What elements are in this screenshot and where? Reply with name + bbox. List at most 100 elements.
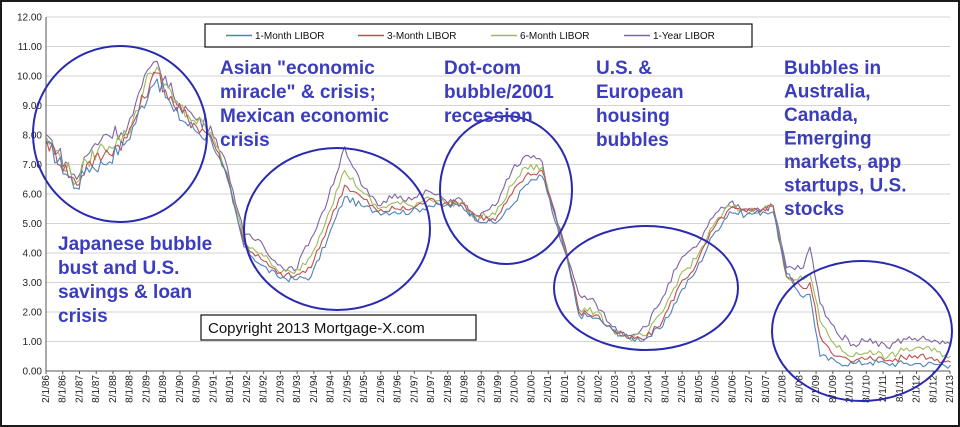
x-tick-label: 2/1/95 bbox=[342, 375, 353, 403]
annotation-line: bust and U.S. bbox=[58, 258, 179, 279]
legend-label-1-month: 1-Month LIBOR bbox=[255, 31, 324, 42]
y-tick-label: 0.00 bbox=[23, 367, 43, 378]
annotation-line: Japanese bubble bbox=[58, 234, 212, 255]
x-tick-label: 8/1/96 bbox=[393, 375, 404, 403]
x-tick-label: 8/1/98 bbox=[460, 375, 471, 403]
x-tick-label: 2/1/94 bbox=[309, 375, 320, 403]
x-tick-label: 8/1/11 bbox=[895, 375, 906, 402]
y-tick-label: 10.00 bbox=[17, 72, 42, 83]
x-tick-label: 8/1/03 bbox=[627, 375, 638, 403]
legend-label-1-year: 1-Year LIBOR bbox=[653, 31, 715, 42]
x-tick-label: 8/1/92 bbox=[259, 375, 270, 403]
x-tick-label: 8/1/97 bbox=[426, 375, 437, 403]
axis-layer: 0.001.002.003.004.005.006.007.008.009.00… bbox=[17, 13, 956, 403]
annotation-line: U.S. & bbox=[596, 58, 652, 79]
x-tick-label: 2/1/04 bbox=[644, 375, 655, 403]
x-tick-label: 8/1/07 bbox=[761, 375, 772, 403]
x-tick-label: 2/1/92 bbox=[242, 375, 253, 403]
y-tick-label: 12.00 bbox=[17, 13, 42, 24]
series-line-3 bbox=[46, 60, 951, 350]
x-tick-label: 2/1/98 bbox=[443, 375, 454, 403]
y-tick-label: 3.00 bbox=[23, 278, 43, 289]
annotation-line: Emerging bbox=[784, 129, 872, 150]
x-tick-label: 2/1/05 bbox=[677, 375, 688, 403]
legend: 1-Month LIBOR 3-Month LIBOR 6-Month LIBO… bbox=[204, 23, 753, 48]
annotation-line: Bubbles in bbox=[784, 58, 881, 79]
x-tick-label: 8/1/94 bbox=[326, 375, 337, 403]
x-tick-label: 2/1/11 bbox=[878, 375, 889, 402]
x-tick-label: 8/1/06 bbox=[727, 375, 738, 403]
copyright-box: Copyright 2013 Mortgage-X.com bbox=[200, 314, 477, 341]
x-tick-label: 2/1/96 bbox=[376, 375, 387, 403]
annotation-line: markets, app bbox=[784, 152, 901, 173]
x-tick-label: 2/1/08 bbox=[778, 375, 789, 403]
x-tick-label: 2/1/89 bbox=[141, 375, 152, 403]
x-tick-label: 8/1/90 bbox=[192, 375, 203, 403]
annotation-circle-housing bbox=[553, 225, 739, 351]
x-tick-label: 8/1/02 bbox=[593, 375, 604, 403]
annotation-line: bubble/2001 bbox=[444, 82, 554, 103]
copyright-frame bbox=[200, 314, 477, 341]
x-tick-label: 8/1/87 bbox=[91, 375, 102, 403]
annotation-circle-japan bbox=[32, 45, 208, 223]
annotation-japan: Japanese bubble bust and U.S. savings & lo… bbox=[58, 234, 212, 327]
series-line-1 bbox=[46, 71, 951, 364]
x-tick-label: 2/1/87 bbox=[74, 375, 85, 403]
x-tick-label: 2/1/91 bbox=[208, 375, 219, 403]
x-tick-label: 2/1/12 bbox=[912, 375, 923, 403]
x-tick-label: 8/1/88 bbox=[125, 375, 136, 403]
annotation-line: Asian "economic bbox=[220, 58, 375, 79]
y-tick-label: 4.00 bbox=[23, 249, 43, 260]
annotation-line: Mexican economic bbox=[220, 106, 389, 127]
x-tick-label: 2/1/99 bbox=[476, 375, 487, 403]
x-tick-label: 2/1/02 bbox=[577, 375, 588, 403]
x-tick-label: 2/1/01 bbox=[543, 375, 554, 403]
annotation-line: Dot-com bbox=[444, 58, 521, 79]
annotation-asian: Asian "economic miracle" & crisis; Mexican… bbox=[220, 58, 389, 151]
x-tick-label: 2/1/86 bbox=[41, 375, 52, 403]
annotation-line: crisis bbox=[58, 306, 108, 327]
annotation-line: Australia, bbox=[784, 82, 871, 103]
annotation-line: savings & loan bbox=[58, 282, 192, 303]
x-tick-label: 2/1/13 bbox=[945, 375, 956, 403]
series-layer bbox=[46, 60, 952, 369]
x-tick-label: 8/1/04 bbox=[660, 375, 671, 403]
x-tick-label: 2/1/06 bbox=[711, 375, 722, 403]
annotation-australia: Bubbles in Australia, Canada, Emerging marke… bbox=[784, 58, 906, 220]
annotation-housing: U.S. & European housing bubbles bbox=[596, 58, 684, 151]
y-tick-label: 9.00 bbox=[23, 101, 43, 112]
y-tick-label: 6.00 bbox=[23, 190, 43, 201]
annotation-line: Canada, bbox=[784, 105, 858, 126]
series-line-2 bbox=[46, 66, 951, 360]
x-tick-label: 8/1/86 bbox=[58, 375, 69, 403]
x-tick-label: 8/1/01 bbox=[560, 375, 571, 403]
x-tick-label: 2/1/97 bbox=[409, 375, 420, 403]
annotation-line: startups, U.S. bbox=[784, 176, 906, 197]
x-tick-label: 2/1/10 bbox=[845, 375, 856, 403]
y-tick-label: 1.00 bbox=[23, 337, 43, 348]
annotation-line: miracle" & crisis; bbox=[220, 82, 376, 103]
x-tick-label: 8/1/99 bbox=[493, 375, 504, 403]
y-tick-label: 5.00 bbox=[23, 219, 43, 230]
annotation-line: European bbox=[596, 82, 684, 103]
x-tick-label: 2/1/88 bbox=[108, 375, 119, 403]
x-tick-label: 2/1/03 bbox=[610, 375, 621, 403]
x-tick-label: 2/1/00 bbox=[510, 375, 521, 403]
series-line-0 bbox=[46, 78, 952, 369]
annotation-circle-asian bbox=[243, 147, 431, 311]
annotation-text-layer: Japanese bubble bust and U.S. savings & lo… bbox=[58, 58, 906, 327]
x-tick-label: 8/1/00 bbox=[526, 375, 537, 403]
x-tick-label: 8/1/89 bbox=[158, 375, 169, 403]
legend-label-6-month: 6-Month LIBOR bbox=[520, 31, 589, 42]
x-tick-label: 8/1/95 bbox=[359, 375, 370, 403]
y-tick-label: 2.00 bbox=[23, 308, 43, 319]
x-tick-label: 2/1/93 bbox=[275, 375, 286, 403]
x-tick-label: 8/1/12 bbox=[928, 375, 939, 403]
x-tick-label: 8/1/05 bbox=[694, 375, 705, 403]
x-tick-label: 8/1/93 bbox=[292, 375, 303, 403]
annotation-line: housing bbox=[596, 106, 670, 127]
annotation-circle-dotcom bbox=[439, 115, 573, 265]
x-tick-label: 8/1/09 bbox=[828, 375, 839, 403]
